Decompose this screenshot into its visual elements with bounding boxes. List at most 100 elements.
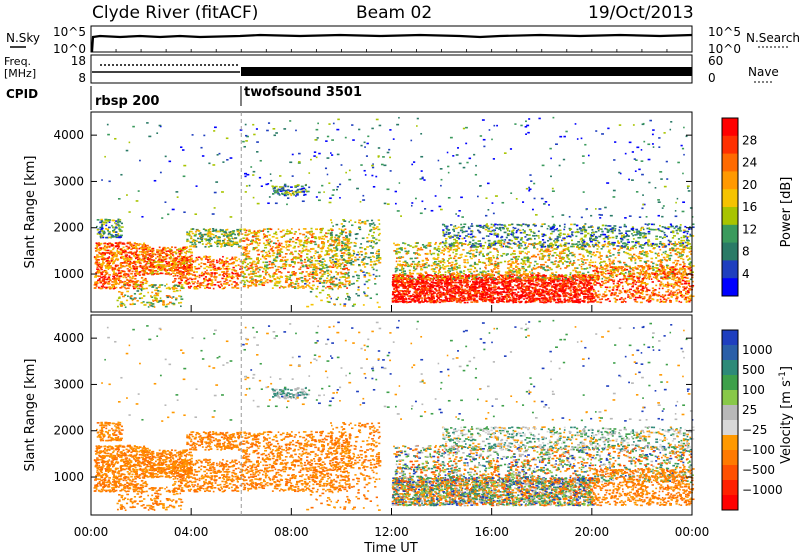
power-cell — [339, 233, 342, 235]
power-cell — [147, 273, 150, 275]
power-cell — [335, 258, 337, 260]
power-cell — [224, 233, 226, 235]
power-cell — [118, 272, 121, 274]
power-cell — [343, 259, 345, 261]
power-cell — [171, 246, 173, 248]
power-cell — [141, 286, 143, 288]
power-cell — [231, 258, 233, 260]
power-cell — [166, 304, 168, 306]
power-cell — [589, 296, 591, 298]
power-cell — [113, 284, 115, 286]
power-cell — [103, 243, 106, 245]
power-cell — [108, 261, 110, 263]
power-cell — [366, 237, 368, 239]
power-cell — [169, 254, 172, 256]
power-cell — [186, 273, 188, 275]
power-cell — [244, 234, 246, 236]
power-cell — [122, 262, 125, 264]
power-cell — [325, 140, 328, 142]
power-cell — [559, 283, 562, 285]
power-cell — [242, 280, 245, 282]
power-cell — [359, 253, 361, 255]
power-cell — [349, 230, 351, 232]
power-cell — [257, 230, 259, 232]
power-cell — [506, 290, 509, 292]
power-cell — [418, 286, 420, 288]
power-cell — [295, 283, 297, 285]
power-cell — [141, 216, 143, 218]
power-cell — [207, 259, 209, 261]
power-cell — [306, 190, 308, 192]
power-cell — [321, 261, 323, 263]
power-cell — [361, 261, 363, 263]
power-cell — [336, 278, 338, 280]
power-cell — [338, 239, 341, 241]
power-cell — [370, 297, 372, 299]
power-cell — [306, 231, 308, 233]
power-cell — [279, 249, 281, 251]
power-cell — [99, 232, 101, 234]
power-cell — [349, 233, 352, 235]
power-cell — [135, 284, 138, 286]
power-cell — [327, 281, 329, 283]
power-cell — [332, 225, 334, 227]
power-cell — [113, 272, 115, 274]
power-cell — [169, 251, 171, 253]
power-cell — [235, 284, 238, 286]
power-cell — [101, 225, 103, 227]
power-cell — [296, 279, 298, 281]
power-cell — [254, 279, 256, 281]
power-cell — [150, 295, 152, 297]
power-cell — [588, 299, 590, 301]
power-cell — [307, 273, 309, 275]
power-cell — [348, 179, 351, 181]
power-cell — [246, 246, 248, 248]
power-cell — [312, 272, 314, 274]
power-cell — [207, 239, 210, 241]
power-cell — [156, 273, 159, 275]
power-cell — [329, 202, 332, 204]
power-cell — [355, 233, 358, 235]
power-cell — [160, 269, 162, 271]
power-cell — [262, 284, 265, 286]
power-cell — [202, 282, 205, 284]
power-cell — [372, 227, 374, 229]
power-cell — [166, 284, 168, 286]
power-cell — [342, 282, 344, 284]
power-cell — [94, 281, 97, 283]
power-cell — [120, 174, 122, 176]
power-cell — [514, 289, 517, 291]
power-cell — [301, 186, 304, 188]
power-cell — [118, 233, 120, 235]
power-cell — [95, 258, 97, 260]
power-cell — [249, 281, 251, 283]
power-cell — [553, 299, 556, 301]
power-cell — [355, 238, 357, 240]
power-cell — [173, 265, 175, 267]
power-cell — [523, 298, 525, 300]
power-cell — [316, 129, 319, 131]
power-cell — [302, 200, 305, 202]
power-cell — [325, 168, 327, 170]
power-cell — [373, 222, 375, 224]
power-cell — [252, 174, 254, 176]
power-cell — [297, 285, 299, 287]
power-cell — [366, 155, 368, 157]
power-cell — [198, 242, 201, 244]
power-cell — [108, 278, 110, 280]
power-cell — [346, 237, 349, 239]
power-cell — [132, 126, 135, 128]
power-cell — [275, 132, 278, 134]
power-cell — [256, 275, 258, 277]
power-cell — [338, 242, 340, 244]
power-cell — [193, 239, 195, 241]
power-cell — [238, 258, 240, 260]
power-cell — [198, 264, 200, 266]
power-cell — [348, 297, 351, 299]
power-cell — [330, 245, 333, 247]
power-cell — [343, 266, 345, 268]
power-cell — [185, 253, 187, 255]
power-cell — [244, 281, 246, 283]
power-cell — [378, 234, 380, 236]
power-cell — [194, 242, 196, 244]
